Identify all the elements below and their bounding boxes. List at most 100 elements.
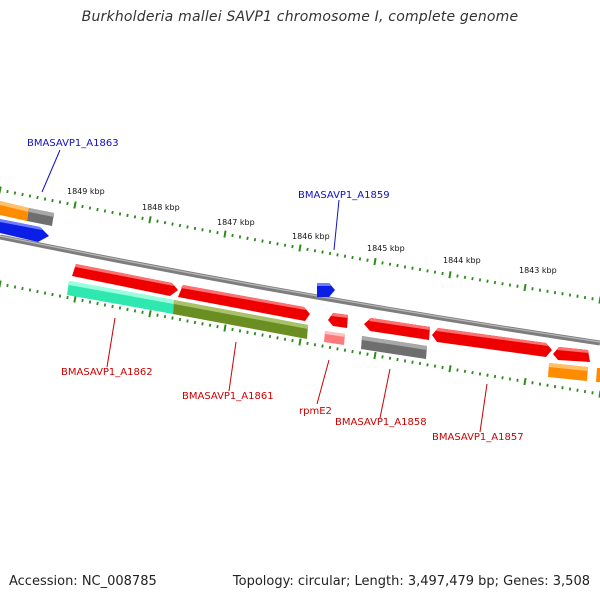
feature-red-2[interactable]: [178, 285, 310, 321]
major-tick: [523, 377, 527, 386]
minor-tick: [343, 254, 347, 258]
minor-tick: [366, 258, 369, 262]
inner-tick-ring: [0, 280, 600, 398]
gene-labels: BMASAVP1_A1863 BMASAVP1_A1859 BMASAVP1_A…: [27, 138, 524, 443]
feature-orange-right[interactable]: [548, 363, 588, 381]
minor-tick: [433, 270, 437, 274]
minor-tick: [13, 285, 17, 289]
feature-red-5[interactable]: [432, 328, 552, 357]
major-tick: [73, 295, 77, 303]
major-tick: [0, 186, 2, 194]
feature-red-1[interactable]: [72, 264, 178, 296]
minor-tick: [103, 303, 107, 307]
major-tick: [448, 365, 452, 373]
minor-tick: [246, 330, 249, 334]
minor-tick: [418, 267, 422, 272]
minor-tick: [118, 212, 122, 216]
feature-gray-mid[interactable]: [361, 336, 427, 359]
minor-tick: [463, 369, 467, 373]
minor-tick: [396, 357, 399, 362]
major-tick: [148, 216, 152, 224]
minor-tick: [208, 229, 212, 233]
minor-tick: [178, 223, 182, 228]
feature-blue-small[interactable]: [317, 283, 335, 297]
gene-label-bmasavp1-a1863[interactable]: BMASAVP1_A1863: [27, 138, 119, 149]
minor-tick: [21, 286, 24, 291]
feature-red-6[interactable]: [553, 347, 590, 362]
minor-tick: [501, 282, 504, 286]
minor-tick: [486, 279, 489, 283]
major-tick: [448, 271, 452, 279]
minor-tick: [43, 197, 47, 201]
minor-tick: [238, 235, 242, 239]
minor-tick: [201, 228, 204, 232]
major-tick: [148, 310, 152, 318]
minor-tick: [283, 243, 287, 247]
major-tick: [373, 257, 377, 266]
feature-orange-right-edge[interactable]: [596, 368, 600, 382]
ruler-label: 1848 kbp: [142, 203, 180, 212]
minor-tick: [111, 210, 114, 215]
minor-tick: [96, 301, 99, 306]
minor-tick: [328, 251, 332, 256]
gene-label-bmasavp1-a1857[interactable]: BMASAVP1_A1857: [432, 432, 524, 443]
minor-tick: [268, 334, 272, 339]
minor-tick: [343, 348, 347, 352]
minor-tick: [381, 261, 384, 265]
minor-tick: [163, 221, 167, 225]
minor-tick: [141, 216, 144, 220]
feature-red-3[interactable]: [328, 313, 348, 328]
minor-tick: [336, 347, 339, 351]
gene-label-bmasavp1-a1862[interactable]: BMASAVP1_A1862: [61, 367, 153, 378]
minor-tick: [238, 329, 242, 333]
feature-gray-left-top[interactable]: [27, 208, 54, 226]
minor-tick: [193, 320, 197, 325]
ruler-label: 1849 kbp: [67, 187, 105, 196]
minor-tick: [21, 192, 24, 197]
feature-teal[interactable]: [67, 281, 174, 314]
minor-tick: [186, 319, 189, 323]
feature-red-4[interactable]: [364, 318, 430, 340]
gene-label-bmasavp1-a1861[interactable]: BMASAVP1_A1861: [182, 391, 274, 402]
minor-tick: [456, 368, 459, 372]
ruler-label: 1845 kbp: [367, 244, 405, 253]
minor-tick: [471, 277, 474, 281]
gene-label-bmasavp1-a1858[interactable]: BMASAVP1_A1858: [335, 417, 427, 428]
minor-tick: [178, 317, 182, 322]
minor-tick: [366, 352, 369, 356]
major-tick: [298, 244, 302, 252]
feature-blue-left[interactable]: [0, 219, 49, 242]
minor-tick: [321, 250, 324, 254]
minor-tick: [6, 283, 9, 288]
outer-tick-ring: [0, 186, 600, 304]
feature-orange-left-top[interactable]: [0, 201, 29, 221]
minor-tick: [171, 222, 174, 226]
minor-tick: [216, 325, 219, 329]
minor-tick: [358, 257, 362, 261]
genome-summary-text: Topology: circular; Length: 3,497,479 bp…: [232, 574, 590, 589]
minor-tick: [28, 288, 32, 292]
minor-tick: [328, 345, 332, 350]
minor-tick: [231, 327, 234, 332]
minor-tick: [433, 364, 437, 368]
minor-tick: [313, 249, 317, 253]
minor-tick: [486, 373, 489, 377]
feature-pink[interactable]: [324, 331, 345, 345]
minor-tick: [156, 313, 159, 317]
minor-tick: [201, 322, 204, 326]
minor-tick: [456, 274, 459, 278]
minor-tick: [426, 269, 429, 273]
minor-tick: [51, 198, 54, 203]
minor-tick: [508, 377, 512, 381]
feature-olive[interactable]: [173, 300, 308, 339]
minor-tick: [58, 294, 62, 298]
gene-label-bmasavp1-a1859[interactable]: BMASAVP1_A1859: [298, 190, 390, 201]
minor-tick: [133, 215, 137, 219]
minor-tick: [463, 275, 467, 279]
minor-tick: [216, 231, 219, 235]
gene-label-rpme2[interactable]: rpmE2: [299, 406, 332, 417]
minor-tick: [126, 213, 129, 218]
major-tick: [0, 280, 2, 288]
minor-tick: [321, 344, 324, 348]
minor-tick: [141, 310, 144, 314]
